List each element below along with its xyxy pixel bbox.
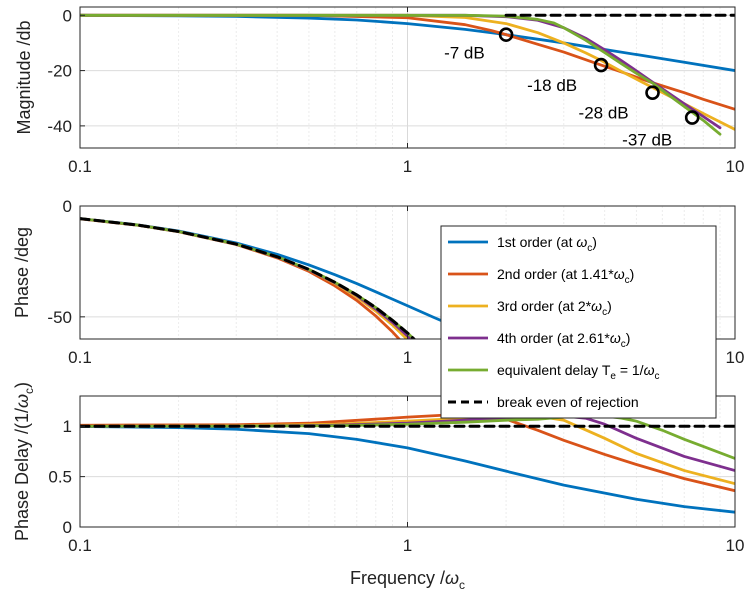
y-tick-label: 0 [63,197,72,216]
phase-series [80,217,491,339]
x-axis-label: Frequency /ωc [350,568,465,592]
y-tick-label: -20 [47,62,72,81]
x-tick-label: 1 [403,536,412,555]
marker-circle [684,110,700,125]
panel-magnitude: -7 dB -18 dB-28 dB -37 dB 0.1 1 10 0 -20 -40 Magn… [14,6,744,176]
legend-item-break-even: break even of rejection [448,394,639,410]
phase-series-break-even [80,217,417,339]
legend-item-2nd-order: 2nd order (at 1.41*ωc) [448,266,634,286]
legend-label: 2nd order (at 1.41*ωc) [497,266,634,286]
magnitude-y-axis-label: Magnitude /db [14,20,34,134]
x-tick-label: 10 [726,348,745,367]
phase-y-axis-label: Phase /deg [12,227,32,318]
marker-label: -28 dB [579,104,629,123]
magnitude-series-equivalent-delay [80,13,722,136]
x-tick-label: 1 [403,157,412,176]
magnitude-series [80,13,735,136]
marker-circle [645,85,660,101]
marker-circle [498,27,514,42]
marker-label: -7 dB [444,44,485,63]
legend-item-1st-order: 1st order (at ωc) [448,234,597,254]
y-tick-label: -40 [47,117,72,136]
x-tick-label: 10 [726,536,745,555]
marker-circle [593,57,609,73]
legend-label: 3rd order (at 2*ωc) [497,298,612,318]
x-tick-label: 0.1 [68,157,92,176]
y-tick-label: 1 [63,417,72,436]
legend-item-4th-order: 4th order (at 2.61*ωc) [448,330,630,350]
legend-label: equivalent delay Te = 1/ωc [497,362,659,382]
legend-label: break even of rejection [497,394,639,410]
marker-label: -37 dB [622,131,672,150]
x-tick-label: 1 [403,348,412,367]
y-tick-label: 0 [63,6,72,25]
legend: 1st order (at ωc) 2nd order (at 1.41*ωc) 3… [440,225,717,419]
phase-delay-series-1st-order [80,425,735,514]
y-tick-label: -50 [47,308,72,327]
legend-box [440,225,717,419]
x-tick-label: 0.1 [68,536,92,555]
y-tick-label: 0 [63,518,72,537]
x-tick-label: 10 [726,157,745,176]
legend-item-equivalent-delay: equivalent delay Te = 1/ωc [448,362,659,382]
phase-delay-y-axis-label: Phase Delay /(1/ωc) [12,382,36,541]
x-tick-label: 0.1 [68,348,92,367]
y-tick-label: 0.5 [48,468,72,487]
legend-label: 1st order (at ωc) [497,234,597,254]
marker-label: -18 dB [527,76,577,95]
legend-label: 4th order (at 2.61*ωc) [497,330,630,350]
legend-item-3rd-order: 3rd order (at 2*ωc) [448,298,612,318]
